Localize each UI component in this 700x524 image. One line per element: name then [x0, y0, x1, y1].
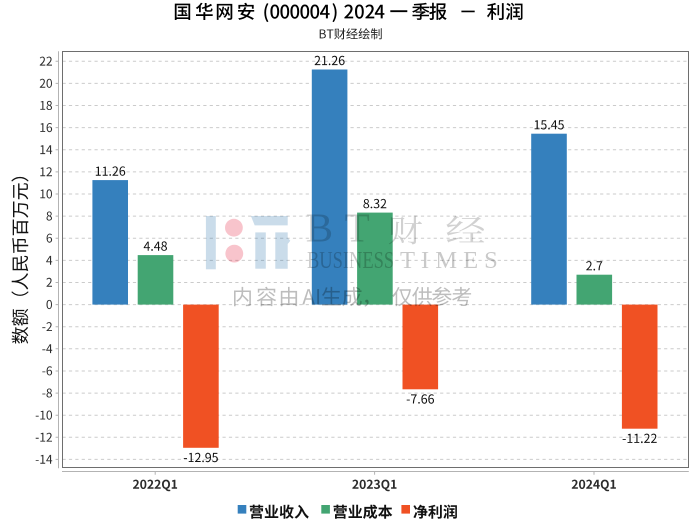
svg-text:B: B: [306, 204, 333, 250]
svg-text:BUSINESS: BUSINESS: [307, 246, 394, 273]
svg-text:T: T: [345, 204, 370, 250]
svg-text:TIMES: TIMES: [400, 247, 504, 274]
